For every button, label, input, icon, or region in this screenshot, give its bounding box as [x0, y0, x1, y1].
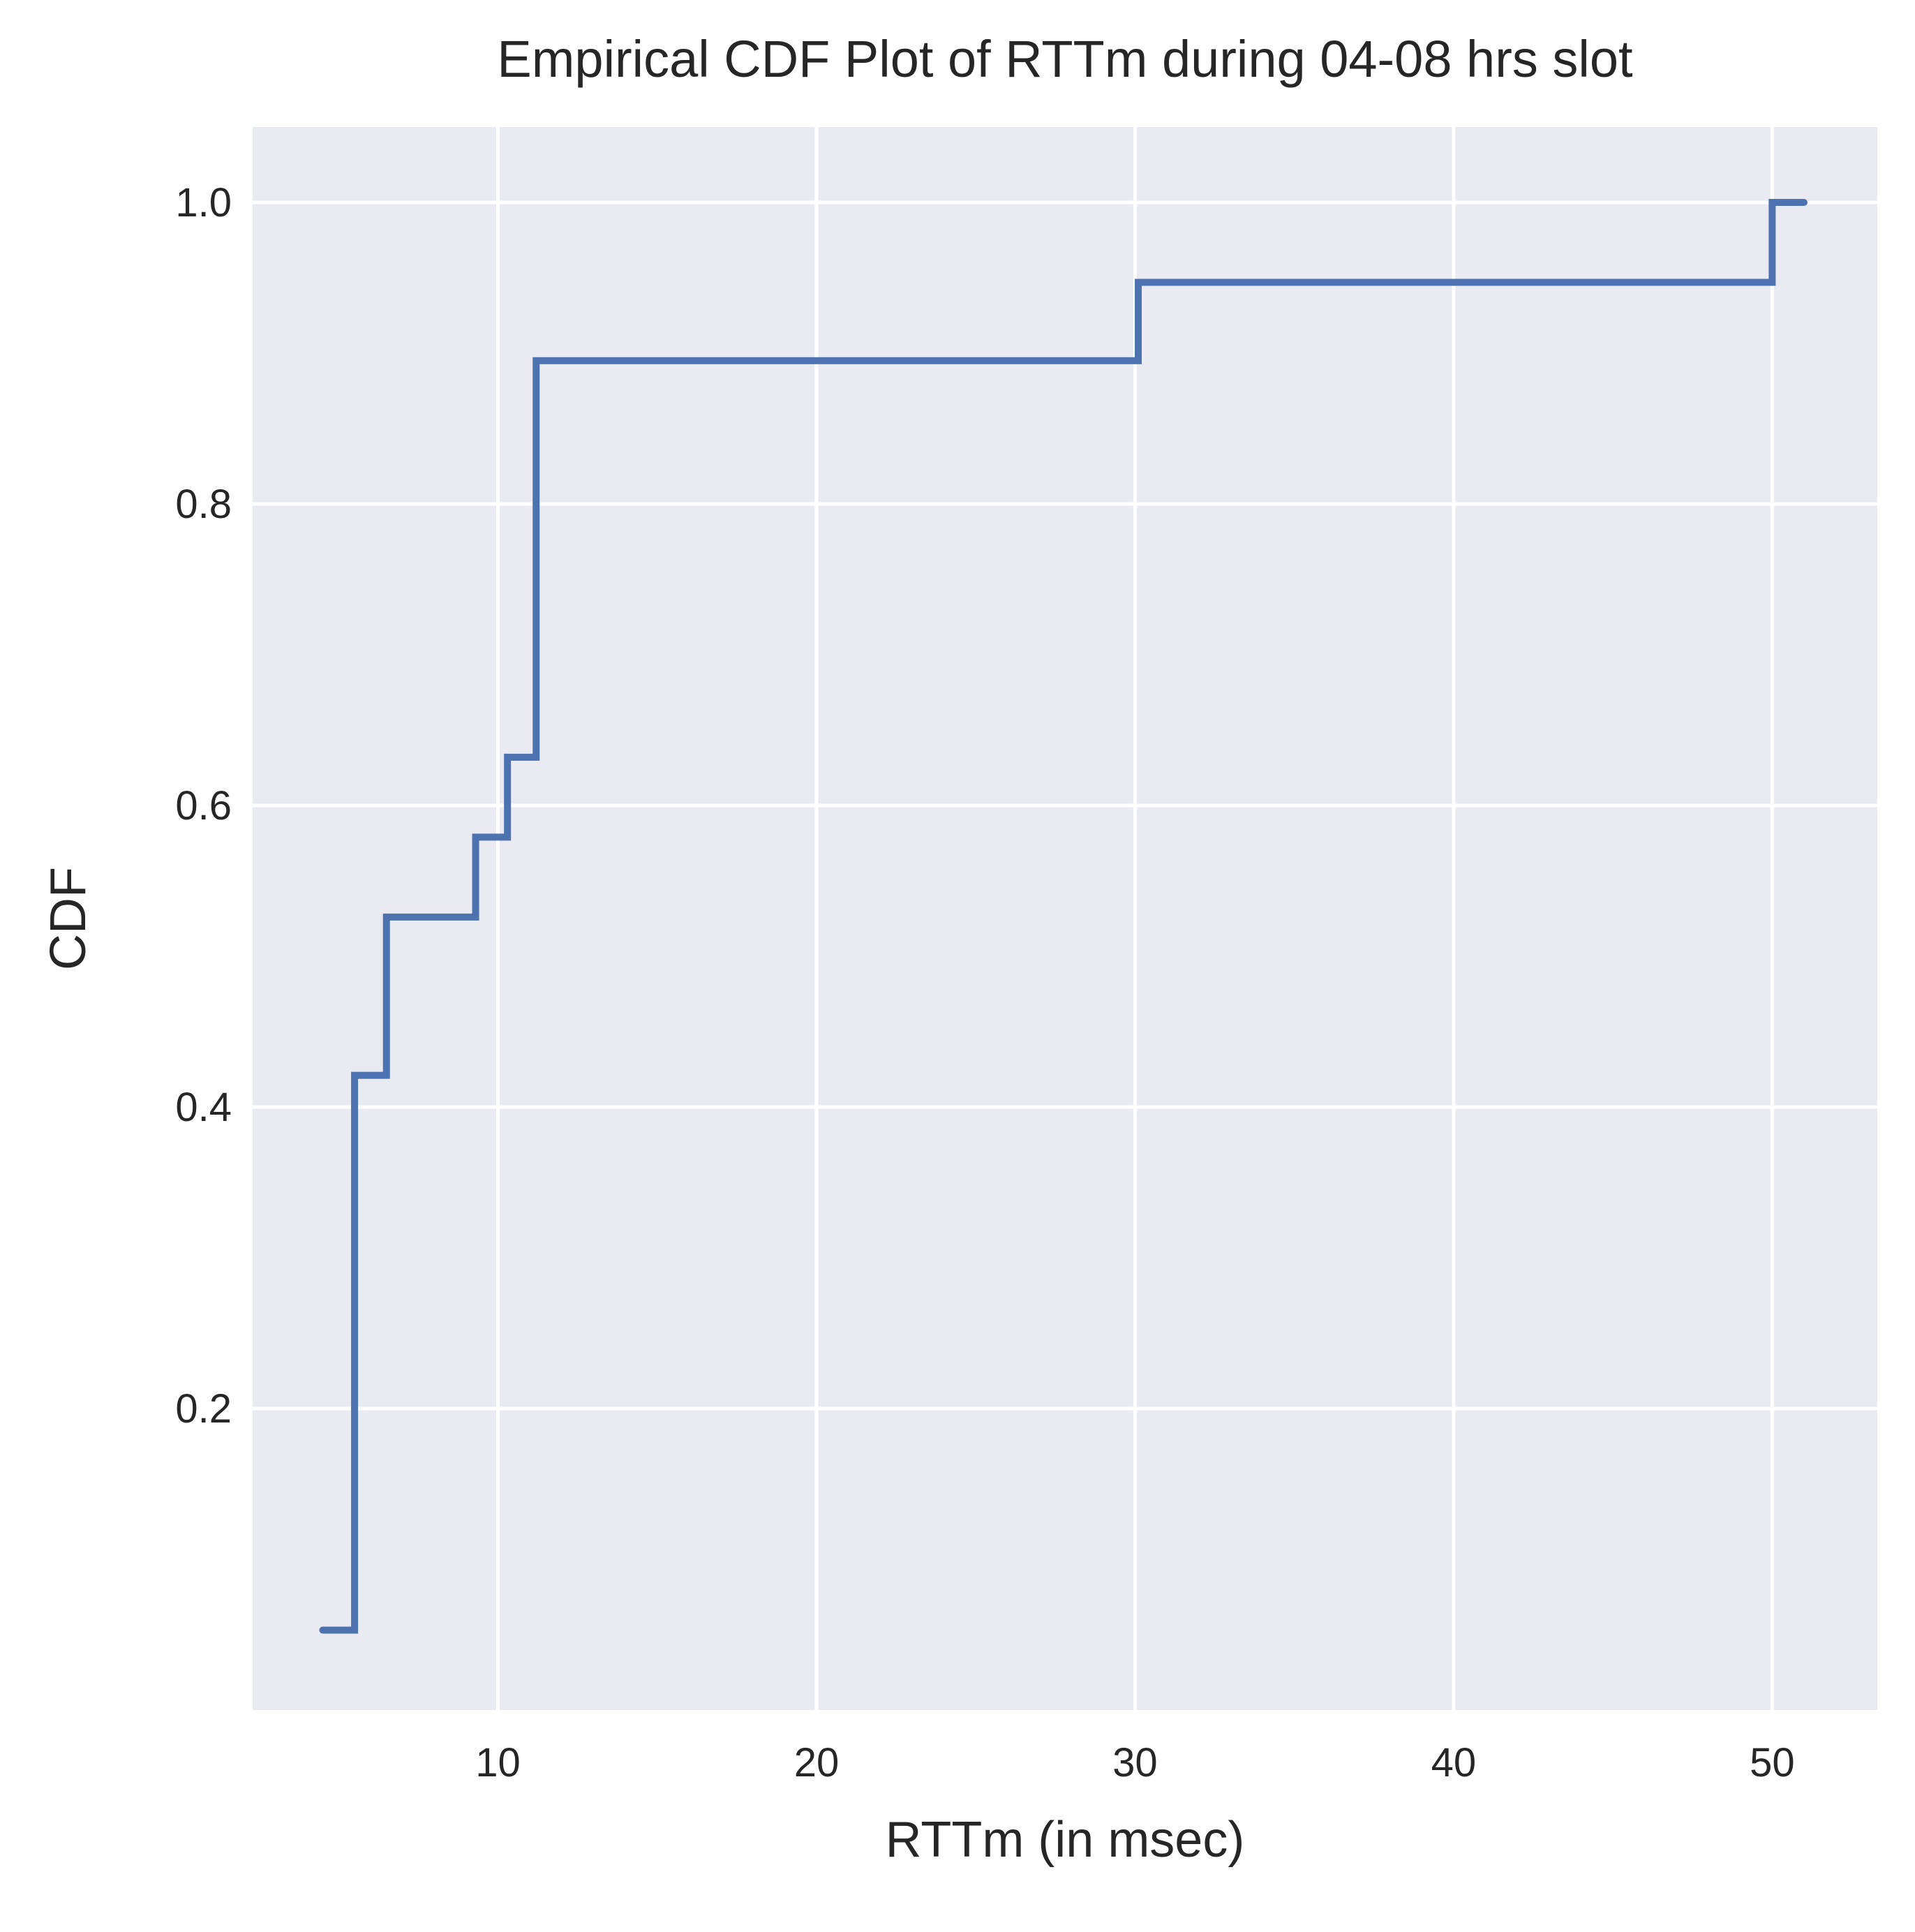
- y-tick-label: 0.2: [175, 1386, 232, 1432]
- y-tick-label: 1.0: [175, 180, 232, 225]
- grid-lines: [253, 127, 1877, 1710]
- x-tick-label: 20: [794, 1740, 840, 1785]
- x-tick-label: 50: [1750, 1740, 1795, 1785]
- plot-area: [253, 127, 1877, 1710]
- chart-title: Empirical CDF Plot of RTTm during 04-08 …: [497, 30, 1633, 88]
- x-tick-labels: 10 20 30 40 50: [475, 1740, 1794, 1785]
- x-tick-label: 40: [1431, 1740, 1477, 1785]
- y-axis-label: CDF: [40, 867, 96, 970]
- x-tick-label: 30: [1112, 1740, 1158, 1785]
- x-axis-label: RTTm (in msec): [886, 1812, 1245, 1868]
- y-tick-labels: 0.2 0.4 0.6 0.8 1.0: [175, 180, 232, 1432]
- y-tick-label: 0.4: [175, 1085, 232, 1130]
- y-tick-label: 0.6: [175, 783, 232, 828]
- series-group: [319, 199, 1808, 1634]
- x-tick-label: 10: [475, 1740, 521, 1785]
- y-tick-label: 0.8: [175, 482, 232, 527]
- ecdf-step-line: [319, 199, 1808, 1634]
